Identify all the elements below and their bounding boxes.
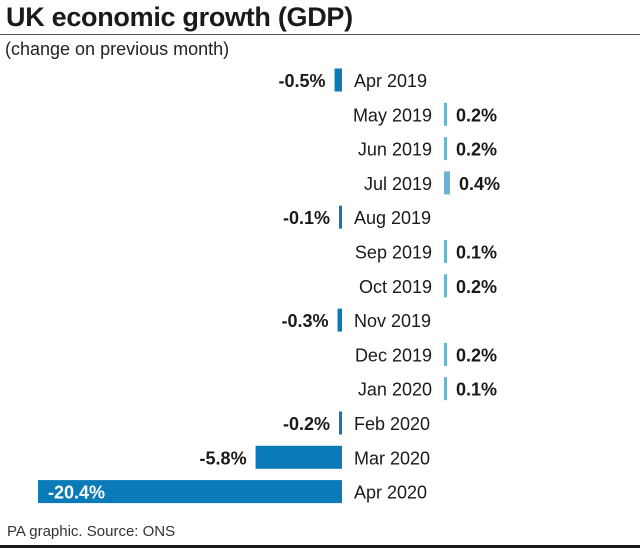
value-label: -20.4%: [48, 483, 105, 503]
value-label: -0.1%: [283, 208, 330, 228]
bar-row: -0.1% Aug 2019: [283, 205, 431, 229]
bar-row: -0.3% Nov 2019: [281, 308, 431, 332]
category-label: Nov 2019: [354, 311, 431, 331]
bar-row: Jun 2019 0.2%: [358, 137, 497, 161]
bar-row: Dec 2019 0.2%: [355, 342, 497, 366]
title-divider: [0, 34, 640, 35]
bar-row: Jul 2019 0.4%: [364, 171, 500, 195]
value-label: -0.5%: [279, 71, 326, 91]
value-label: 0.2%: [456, 105, 497, 125]
value-label: 0.2%: [456, 140, 497, 160]
value-label: 0.2%: [456, 277, 497, 297]
bar: [444, 137, 447, 161]
bottom-divider: [0, 545, 640, 548]
category-label: Oct 2019: [359, 277, 432, 297]
category-label: Aug 2019: [354, 208, 431, 228]
bar: [339, 205, 342, 229]
category-label: Dec 2019: [355, 345, 432, 365]
value-label: 0.1%: [456, 243, 497, 263]
category-label: May 2019: [353, 105, 432, 125]
bar-row: -0.2% Feb 2020: [283, 411, 430, 435]
value-label: -0.3%: [281, 311, 328, 331]
bar: [444, 171, 450, 195]
value-label: 0.4%: [459, 174, 500, 194]
bar: [444, 342, 447, 366]
chart-subtitle: (change on previous month): [5, 39, 230, 59]
bar-row: Oct 2019 0.2%: [359, 274, 497, 298]
value-label: -5.8%: [200, 448, 247, 468]
bar: [337, 308, 342, 332]
chart-title: UK economic growth (GDP): [6, 2, 353, 32]
bar-row: Sep 2019 0.1%: [355, 240, 497, 263]
bar-row: -5.8% Mar 2020: [200, 445, 430, 469]
category-label: Sep 2019: [355, 243, 432, 263]
category-label: Jun 2019: [358, 140, 432, 160]
value-label: 0.1%: [456, 380, 497, 400]
source-credit: PA graphic. Source: ONS: [7, 523, 176, 540]
bar: [444, 102, 447, 126]
bar: [38, 480, 342, 504]
value-label: 0.2%: [456, 345, 497, 365]
bar-row: Jan 2020 0.1%: [358, 377, 497, 401]
category-label: Jan 2020: [358, 380, 432, 400]
bar: [444, 377, 447, 401]
bar: [334, 68, 342, 92]
category-label: Mar 2020: [354, 448, 430, 468]
bar: [255, 445, 342, 469]
category-label: Feb 2020: [354, 414, 430, 434]
bar-row: -20.4% Apr 2020: [38, 480, 427, 504]
bar-row: May 2019 0.2%: [353, 102, 497, 126]
value-label: -0.2%: [283, 414, 330, 434]
category-label: Apr 2019: [354, 71, 427, 91]
category-label: Apr 2020: [354, 483, 427, 503]
bar: [339, 411, 342, 435]
category-label: Jul 2019: [364, 174, 432, 194]
bar-row: -0.5% Apr 2019: [279, 68, 427, 92]
bar: [444, 240, 447, 263]
bar: [444, 274, 447, 298]
